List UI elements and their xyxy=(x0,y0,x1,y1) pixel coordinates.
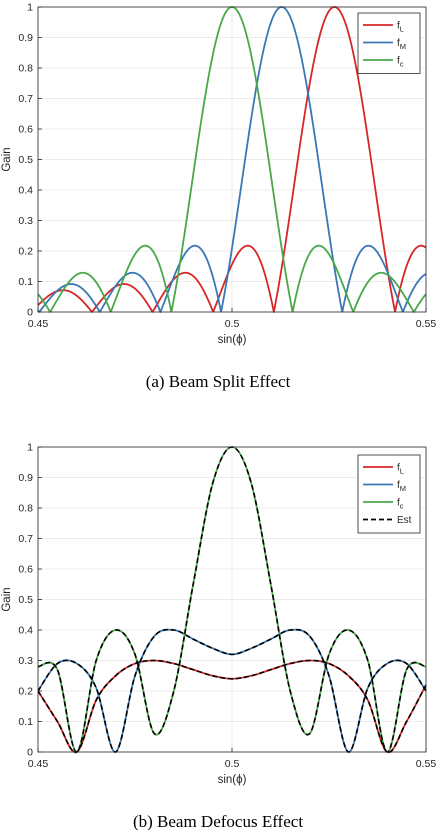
series-line-est xyxy=(38,628,426,753)
x-tick-label: 0.55 xyxy=(416,318,436,330)
y-tick-label: 1 xyxy=(27,442,33,454)
x-tick-label: 0.5 xyxy=(225,758,240,770)
y-tick-label: 0.1 xyxy=(18,276,33,288)
y-tick-label: 0.2 xyxy=(18,686,33,698)
x-tick-label: 0.55 xyxy=(416,758,436,770)
legend-label: fM xyxy=(397,38,406,51)
legend-label: Est xyxy=(397,515,412,526)
legend-label: fL xyxy=(397,463,404,476)
y-tick-label: 0.8 xyxy=(18,63,33,75)
legend-label: fc xyxy=(397,56,404,69)
y-axis: 0 0.1 0.2 0.3 0.4 0.5 0.6 0.7 0.8 0.9 1 xyxy=(18,442,42,759)
y-tick-label: 0.9 xyxy=(18,472,33,484)
series-line-est xyxy=(38,659,426,753)
y-tick-label: 0.4 xyxy=(18,625,33,637)
chart-a: 0 0.1 0.2 0.3 0.4 0.5 0.6 0.7 0.8 0.9 1 0.45 0.5 0.55… xyxy=(1,2,436,392)
x-tick-label: 0.45 xyxy=(28,318,49,330)
x-axis: 0.45 0.5 0.55 xyxy=(28,748,436,770)
series-line-fm xyxy=(38,6,426,313)
legend: fL fM fc Est xyxy=(357,454,421,534)
y-tick-label: 0.3 xyxy=(18,215,33,227)
y-tick-label: 0.2 xyxy=(18,246,33,258)
y-tick-label: 1 xyxy=(27,2,33,14)
y-tick-label: 0.7 xyxy=(18,533,33,545)
y-axis-label: Gain xyxy=(1,587,13,611)
y-tick-label: 0.5 xyxy=(18,154,33,166)
y-tick-label: 0.5 xyxy=(18,594,33,606)
x-axis: 0.45 0.5 0.55 xyxy=(28,308,436,330)
y-tick-label: 0 xyxy=(27,307,33,319)
y-tick-label: 0.1 xyxy=(18,716,33,728)
y-tick-label: 0.3 xyxy=(18,655,33,667)
y-tick-label: 0.8 xyxy=(18,503,33,515)
y-tick-label: 0 xyxy=(27,747,33,759)
y-axis-label: Gain xyxy=(1,147,13,171)
y-tick-label: 0.7 xyxy=(18,93,33,105)
caption: (b) Beam Defocus Effect xyxy=(133,812,303,830)
y-axis: 0 0.1 0.2 0.3 0.4 0.5 0.6 0.7 0.8 0.9 1 xyxy=(18,2,42,319)
y-tick-label: 0.4 xyxy=(18,185,33,197)
y-tick-label: 0.6 xyxy=(18,124,33,136)
caption: (a) Beam Split Effect xyxy=(146,372,291,391)
legend-label: fM xyxy=(397,480,406,493)
chart-b: 0 0.1 0.2 0.3 0.4 0.5 0.6 0.7 0.8 0.9 1 0.45 0.5 0.55… xyxy=(1,442,436,830)
x-tick-label: 0.45 xyxy=(28,758,49,770)
y-tick-label: 0.9 xyxy=(18,32,33,44)
series-line-fl xyxy=(38,6,426,313)
legend-label: fc xyxy=(397,498,404,511)
legend-label: fL xyxy=(397,21,404,34)
legend: fL fM fc xyxy=(357,12,421,74)
x-axis-label: sin(ϕ) xyxy=(218,334,247,346)
x-tick-label: 0.5 xyxy=(225,318,240,330)
y-tick-label: 0.6 xyxy=(18,564,33,576)
x-axis-label: sin(ϕ) xyxy=(218,774,247,786)
